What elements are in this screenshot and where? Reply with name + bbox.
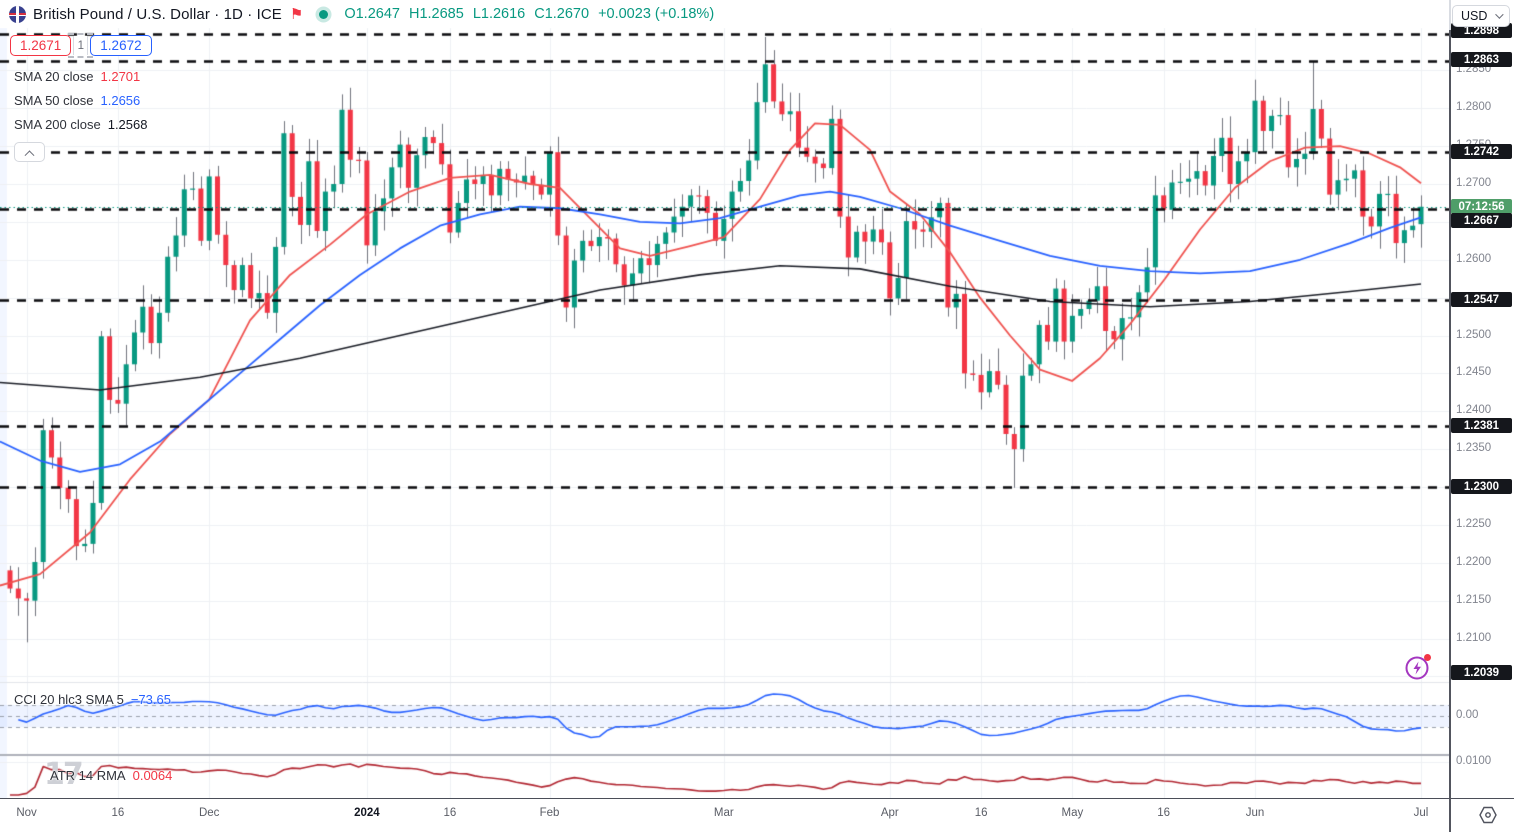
ohlc-close: C1.2670	[534, 6, 590, 22]
time-tick: 16	[974, 807, 988, 819]
price-tick: 1.2800	[1456, 101, 1492, 113]
price-tick: 1.2350	[1456, 442, 1492, 454]
legend-sma20-label: SMA 20 close	[14, 68, 94, 84]
spread-value: 1	[68, 33, 94, 58]
indicator-legend: SMA 20 close 1.2701 SMA 50 close 1.2656 …	[14, 64, 147, 162]
time-tick: 16	[111, 807, 125, 819]
legend-sma200-value: 1.2568	[107, 116, 148, 132]
price-tick: 1.2200	[1456, 556, 1492, 568]
legend-collapse-button[interactable]	[14, 142, 45, 162]
price-axis-border	[1449, 0, 1451, 832]
legend-sma20-value: 1.2701	[100, 68, 141, 84]
time-tick: Mar	[713, 807, 734, 819]
atr-pane-legend[interactable]: ATR 14 RMA 0.0064	[50, 768, 172, 783]
ohlc-readout: O1.2647 H1.2685 L1.2616 C1.2670 +0.0023 …	[344, 6, 714, 22]
ohlc-change: +0.0023 (+0.18%)	[598, 6, 715, 22]
time-axis[interactable]: Nov 16 Dec 2024 16 Feb Mar Apr 16 May 16 Jun Jul	[0, 798, 1514, 832]
price-tick: 1.2150	[1456, 594, 1492, 606]
atr-value: 0.0064	[132, 768, 173, 783]
level-price-tag: 1.2742	[1451, 144, 1512, 159]
gb-flag-icon	[9, 5, 26, 23]
tradingview-watermark-logo: 17	[44, 757, 84, 792]
cci-pane-legend[interactable]: CCI 20 hlc3 SMA 5 −73.65	[14, 692, 171, 707]
legend-sma200-label: SMA 200 close	[14, 116, 101, 132]
legend-sma200[interactable]: SMA 200 close 1.2568	[14, 112, 147, 136]
boost-lightning-icon[interactable]	[1404, 654, 1432, 682]
level-price-tag: 1.2381	[1451, 418, 1512, 433]
price-axis[interactable]: 1.28501.28001.27501.27001.26001.25001.24…	[1449, 0, 1514, 798]
time-tick: Dec	[198, 807, 220, 819]
price-tick: 1.2100	[1456, 632, 1492, 644]
atr-label: ATR 14 RMA	[50, 768, 126, 783]
time-tick: 16	[1157, 807, 1171, 819]
time-tick: 16	[443, 807, 457, 819]
ohlc-high: H1.2685	[408, 6, 464, 22]
bar-countdown-tag: 07:12:56	[1451, 199, 1512, 214]
legend-sma50[interactable]: SMA 50 close 1.2656	[14, 88, 147, 112]
legend-sma20[interactable]: SMA 20 close 1.2701	[14, 64, 147, 88]
buy-button[interactable]: 1.2672	[90, 35, 152, 56]
ohlc-open: O1.2647	[344, 6, 400, 22]
time-tick: Nov	[16, 807, 37, 819]
time-tick: Jun	[1245, 807, 1265, 819]
last-price-tag: 1.2667	[1451, 213, 1512, 228]
time-tick: Feb	[539, 807, 560, 819]
session-settings-icon[interactable]	[1477, 804, 1499, 831]
price-tick: 1.2450	[1456, 366, 1492, 378]
price-tick: 0.00	[1456, 709, 1479, 721]
market-status-icon[interactable]	[319, 9, 329, 19]
currency-label: USD	[1461, 9, 1488, 23]
chart-header: British Pound / U.S. Dollar · 1D · ICE ⚑…	[0, 0, 1449, 28]
price-tick: 1.2500	[1456, 329, 1492, 341]
price-tick: 1.2700	[1456, 177, 1492, 189]
time-tick: Jul	[1413, 807, 1429, 819]
cci-value: −73.65	[130, 692, 171, 707]
symbol-title[interactable]: British Pound / U.S. Dollar · 1D · ICE	[33, 5, 282, 23]
time-tick: May	[1061, 807, 1084, 819]
price-tick: 0.0100	[1456, 755, 1492, 767]
time-tick: Apr	[880, 807, 899, 819]
level-price-tag: 1.2300	[1451, 479, 1512, 494]
chart-canvas[interactable]	[0, 0, 1449, 798]
cci-label: CCI 20 hlc3 SMA 5	[14, 692, 124, 707]
price-tick: 1.2250	[1456, 518, 1492, 530]
chevron-up-icon	[24, 149, 35, 160]
chevron-down-icon	[1495, 10, 1504, 19]
legend-sma50-value: 1.2656	[100, 92, 141, 108]
ohlc-low: L1.2616	[472, 6, 526, 22]
level-price-tag: 1.2863	[1451, 52, 1512, 67]
level-price-tag: 1.2547	[1451, 292, 1512, 307]
price-tick: 1.2400	[1456, 404, 1492, 416]
legend-sma50-label: SMA 50 close	[14, 92, 94, 108]
price-tick: 1.2600	[1456, 253, 1492, 265]
currency-dropdown[interactable]: USD	[1452, 5, 1510, 27]
instant-trade-panel: 1.2671 1 1.2672	[10, 33, 152, 58]
time-tick: 2024	[354, 807, 380, 819]
sell-button[interactable]: 1.2671	[10, 35, 72, 56]
notification-dot	[1424, 654, 1431, 661]
flagged-symbol-icon[interactable]: ⚑	[289, 5, 304, 23]
level-price-tag: 1.2039	[1451, 665, 1512, 680]
